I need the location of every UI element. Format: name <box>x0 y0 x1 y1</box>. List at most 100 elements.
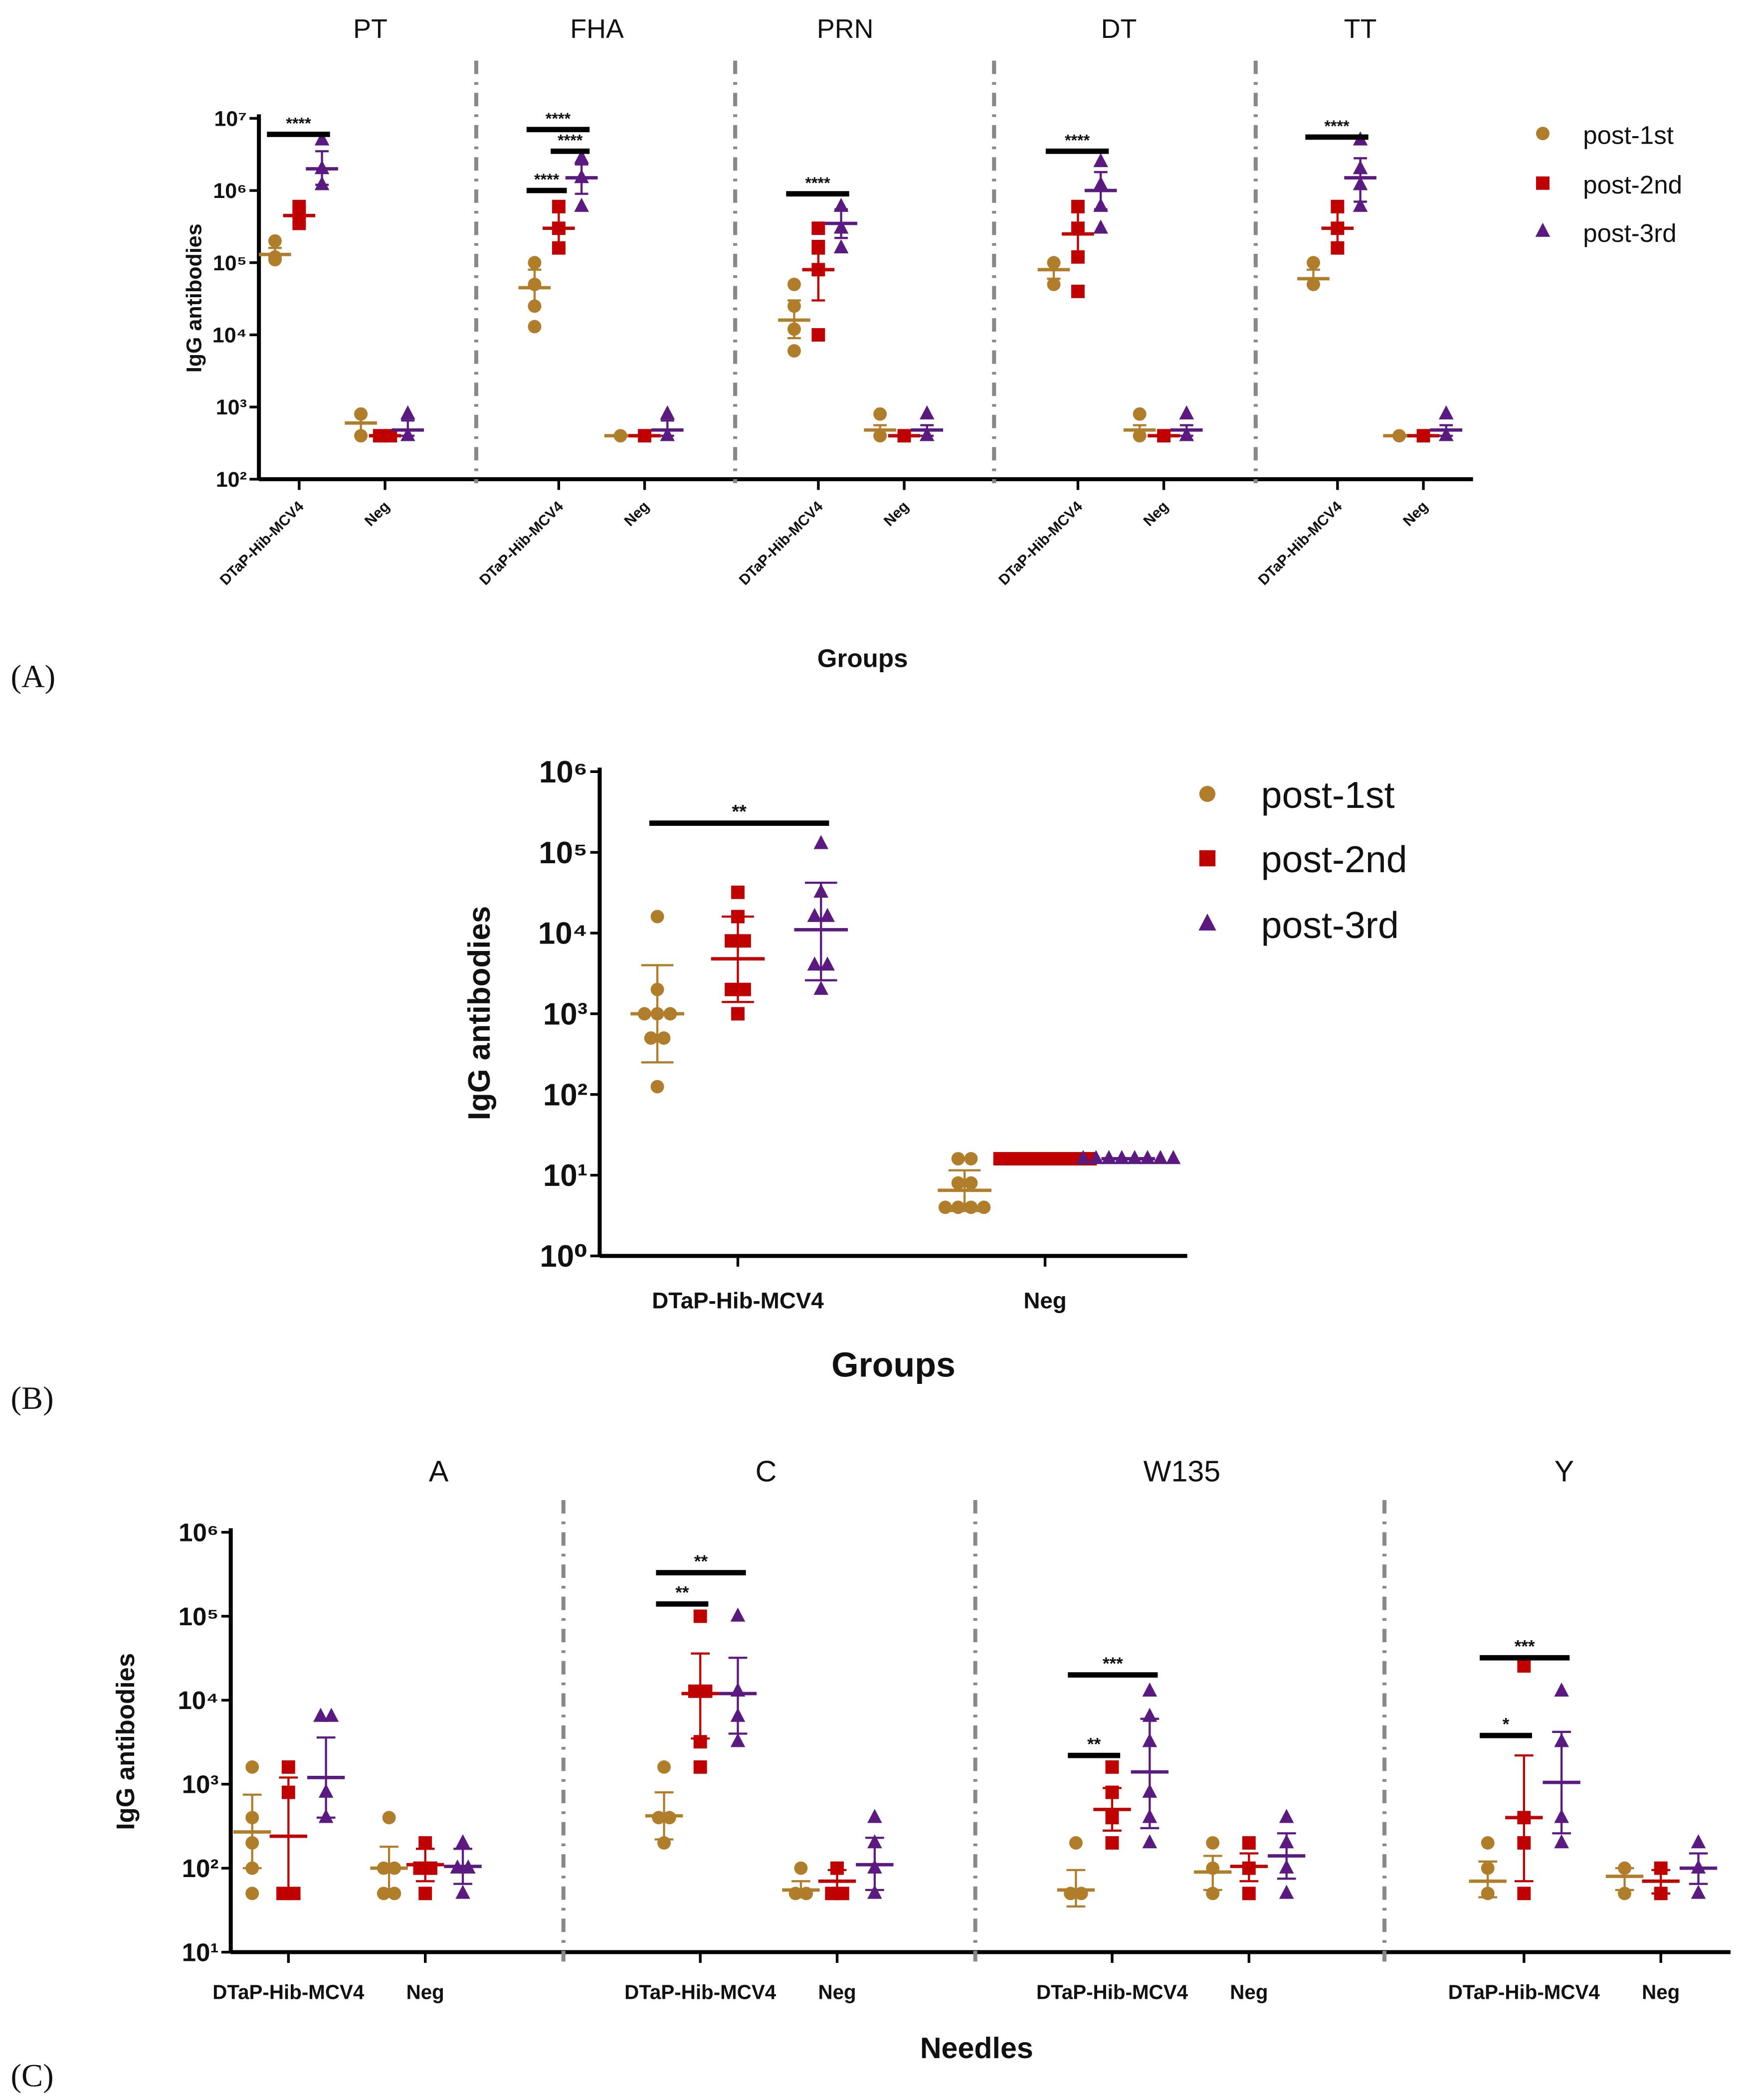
x-axis-label: Groups <box>831 1345 956 1384</box>
legend-marker <box>1199 850 1216 867</box>
y-tick-label: 10⁵ <box>179 1602 219 1631</box>
group-label: DTaP-Hib-MCV4 <box>212 1981 365 2004</box>
significance-label: *** <box>1515 1637 1535 1657</box>
panel-1: 10⁰ 10¹ 10² 10³ 10⁴ 10⁵ 10⁶ IgG antibodies Group… <box>11 755 1407 1416</box>
data-point-square <box>811 221 825 235</box>
group-label: DTaP-Hib-MCV4 <box>1448 1981 1600 2004</box>
data-point-square <box>1006 1152 1020 1165</box>
group-label: Neg <box>1140 498 1171 530</box>
data-point-square <box>693 1609 707 1623</box>
series-post-1st <box>345 407 377 443</box>
data-point-triangle <box>660 405 675 419</box>
series-post-1st <box>864 407 896 443</box>
series-post-1st <box>782 1861 820 1901</box>
series-post-1st <box>1297 256 1330 291</box>
group-label: DTaP-Hib-MCV4 <box>652 1288 824 1313</box>
data-point-circle <box>644 1031 658 1045</box>
data-point-circle <box>964 1176 978 1190</box>
data-point-triangle <box>1076 1150 1091 1164</box>
data-point-circle <box>528 320 542 334</box>
data-point-triangle <box>574 197 589 212</box>
data-point-square <box>731 1007 745 1021</box>
y-tick-label: 10⁴ <box>538 917 587 951</box>
series-post-3rd <box>306 131 338 191</box>
data-point-square <box>1517 1659 1531 1673</box>
y-tick-label: 10⁴ <box>212 324 247 348</box>
data-point-triangle <box>813 835 829 849</box>
legend-entry: post-2nd <box>1261 838 1407 880</box>
subpanel-title: PRN <box>817 14 874 44</box>
series-post-2nd <box>1148 429 1180 443</box>
group-label: Neg <box>818 1981 856 2004</box>
y-tick-label: 10⁰ <box>540 1239 587 1274</box>
y-tick-label: 10⁶ <box>179 1518 218 1546</box>
y-tick-label: 10⁶ <box>539 755 587 789</box>
data-point-triangle <box>1088 1150 1104 1164</box>
series-post-3rd <box>1430 405 1463 441</box>
y-tick-label: 10² <box>543 1078 587 1112</box>
group-label: DTaP-Hib-MCV4 <box>624 1981 776 2004</box>
panel-0: 10² 10³ 10⁴ 10⁵ 10⁶ 10⁷ IgG antibodies Groups (A… <box>11 14 1683 695</box>
group-label: DTaP-Hib-MCV4 <box>1255 498 1346 588</box>
legend-marker <box>1536 176 1550 190</box>
data-point-square <box>731 885 745 899</box>
series-post-1st <box>259 234 291 267</box>
data-point-square <box>811 328 825 342</box>
data-point-triangle <box>1691 1885 1706 1899</box>
data-point-circle <box>650 910 664 924</box>
significance-label: ** <box>732 801 747 822</box>
series-post-1st <box>938 1152 991 1214</box>
significance-label: * <box>1503 1715 1510 1734</box>
panel-label: (B) <box>11 1380 54 1416</box>
legend: post-1st post-2nd post-3rd <box>1535 121 1682 247</box>
group-label: Neg <box>621 498 652 530</box>
data-point-circle <box>1206 1836 1220 1850</box>
data-point-square <box>281 1760 295 1774</box>
series-post-3rd <box>856 1809 894 1899</box>
data-point-triangle <box>1691 1834 1706 1849</box>
data-point-triangle <box>867 1809 882 1823</box>
subpanel-title: TT <box>1344 14 1377 44</box>
series-post-1st <box>645 1760 683 1850</box>
data-point-square <box>418 1836 432 1850</box>
data-point-triangle <box>1142 1682 1158 1697</box>
data-point-circle <box>245 1760 259 1774</box>
series-post-2nd <box>711 885 765 1021</box>
subpanel-title: C <box>756 1454 777 1488</box>
data-point-square <box>1071 284 1085 298</box>
series-post-3rd <box>1344 131 1376 212</box>
data-point-square <box>1071 199 1085 213</box>
series-post-3rd <box>794 835 848 995</box>
series-post-2nd <box>369 429 401 443</box>
significance-label: ** <box>694 1552 708 1571</box>
y-tick-label: 10² <box>182 1854 219 1883</box>
data-point-square <box>1331 199 1345 213</box>
series-post-3rd <box>1076 1150 1181 1164</box>
data-point-triangle <box>313 1708 328 1722</box>
series-post-1st <box>1057 1836 1095 1908</box>
legend-entry: post-3rd <box>1261 904 1399 946</box>
subpanel-title: Y <box>1554 1454 1574 1488</box>
subpanel-title: A <box>429 1454 449 1488</box>
data-point-circle <box>787 344 801 358</box>
data-point-circle <box>1069 1836 1083 1850</box>
data-point-circle <box>1133 407 1147 421</box>
series-post-2nd <box>802 221 835 342</box>
series-post-3rd <box>1268 1809 1306 1899</box>
data-point-circle <box>1307 256 1320 270</box>
data-point-circle <box>794 1861 808 1875</box>
data-point-triangle <box>867 1885 882 1899</box>
data-point-square <box>737 934 751 948</box>
data-point-circle <box>1481 1836 1495 1850</box>
group-label: Neg <box>1230 1981 1268 2004</box>
significance-label: **** <box>546 110 571 128</box>
series-post-1st <box>518 256 551 334</box>
data-point-circle <box>382 1811 396 1825</box>
y-tick-label: 10⁷ <box>214 107 247 131</box>
series-post-2nd <box>543 199 575 255</box>
series-post-1st <box>370 1811 408 1901</box>
data-point-triangle <box>1153 1150 1168 1164</box>
data-point-triangle <box>1142 1834 1158 1849</box>
data-point-circle <box>657 1760 671 1774</box>
